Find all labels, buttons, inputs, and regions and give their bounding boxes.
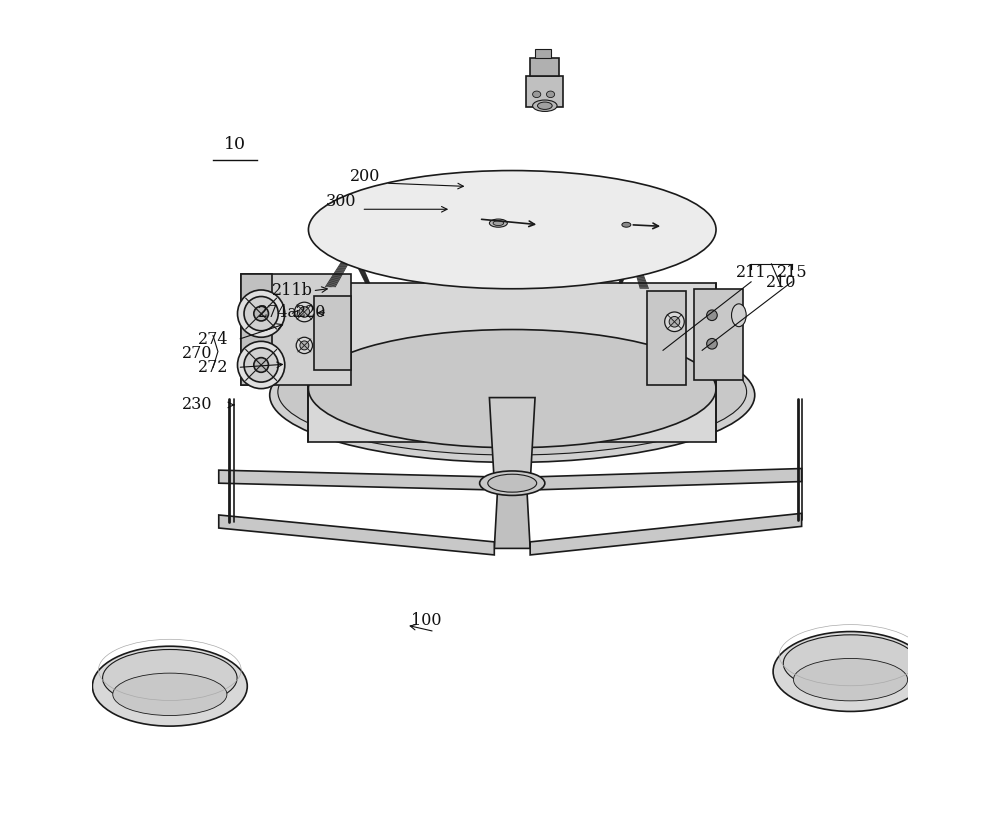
Ellipse shape (244, 348, 278, 382)
Ellipse shape (546, 91, 555, 97)
Ellipse shape (300, 341, 309, 350)
Polygon shape (494, 490, 530, 548)
Polygon shape (489, 398, 535, 483)
Bar (241, 275, 272, 384)
Ellipse shape (270, 328, 755, 462)
Ellipse shape (299, 307, 310, 317)
Ellipse shape (296, 337, 312, 353)
Text: 211b: 211b (272, 282, 313, 299)
Bar (530, 58, 559, 76)
Polygon shape (541, 469, 802, 490)
Bar (647, 290, 686, 384)
Text: 10: 10 (224, 136, 246, 152)
Ellipse shape (669, 317, 680, 327)
Ellipse shape (92, 646, 247, 726)
Ellipse shape (113, 673, 227, 716)
Ellipse shape (278, 329, 747, 455)
Polygon shape (308, 283, 716, 442)
Ellipse shape (480, 471, 545, 496)
Bar (241, 275, 351, 384)
Text: 274: 274 (198, 331, 228, 348)
Ellipse shape (103, 649, 237, 707)
Ellipse shape (707, 339, 717, 349)
Text: 300: 300 (326, 192, 356, 209)
Text: 230: 230 (181, 397, 212, 413)
Bar (314, 296, 351, 370)
Ellipse shape (237, 341, 285, 389)
Text: 215: 215 (777, 263, 807, 281)
Ellipse shape (308, 330, 716, 447)
Ellipse shape (793, 658, 908, 701)
Ellipse shape (538, 102, 552, 110)
Ellipse shape (489, 219, 507, 227)
Text: 272: 272 (198, 359, 228, 376)
Bar (694, 289, 743, 380)
Ellipse shape (295, 302, 314, 321)
Text: 270: 270 (181, 345, 212, 362)
Ellipse shape (783, 635, 918, 692)
Ellipse shape (622, 222, 631, 227)
Text: 211: 211 (736, 263, 766, 281)
Ellipse shape (308, 170, 716, 289)
Ellipse shape (254, 306, 268, 321)
Text: 220: 220 (296, 304, 326, 321)
Ellipse shape (254, 357, 268, 372)
Ellipse shape (244, 296, 278, 330)
Ellipse shape (665, 312, 684, 331)
Text: 210: 210 (766, 274, 797, 291)
Ellipse shape (533, 100, 557, 111)
Ellipse shape (237, 290, 285, 337)
Polygon shape (219, 470, 484, 490)
Polygon shape (530, 514, 802, 555)
Bar (526, 76, 563, 107)
Ellipse shape (707, 310, 717, 321)
Text: 274a: 274a (258, 304, 298, 321)
Ellipse shape (732, 303, 746, 326)
Text: 200: 200 (350, 169, 381, 185)
Polygon shape (219, 515, 494, 555)
Ellipse shape (773, 631, 928, 712)
Bar (535, 49, 551, 58)
Ellipse shape (533, 91, 541, 97)
Ellipse shape (488, 474, 537, 492)
Ellipse shape (493, 221, 504, 226)
Text: 100: 100 (411, 613, 442, 630)
